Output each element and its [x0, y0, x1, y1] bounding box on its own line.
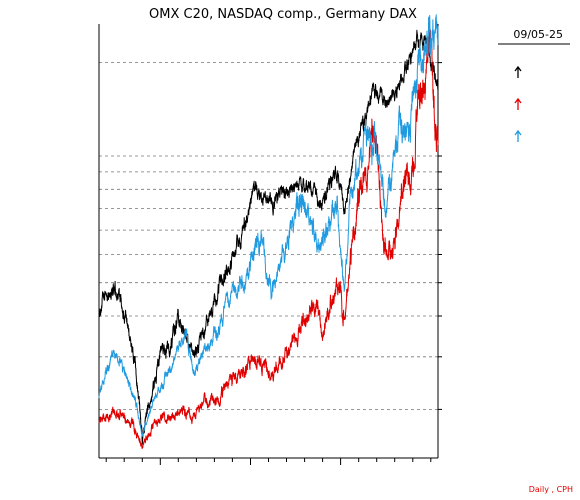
chart-title: OMX C20, NASDAQ comp., Germany DAX — [149, 7, 417, 22]
chart-date: 09/05-25 — [513, 28, 563, 41]
up-arrow-icon — [514, 65, 522, 78]
up-arrow-icon — [514, 97, 522, 110]
axes — [98, 24, 442, 465]
series-line-omxc20 — [98, 29, 439, 445]
series-line-kffsdi — [98, 14, 439, 437]
gridlines — [99, 62, 438, 410]
series-line-nasdcomp — [98, 29, 439, 449]
legend — [514, 65, 522, 142]
series-lines — [98, 14, 439, 449]
chart-footer: Daily , CPH — [529, 485, 573, 494]
up-arrow-icon — [514, 129, 522, 142]
